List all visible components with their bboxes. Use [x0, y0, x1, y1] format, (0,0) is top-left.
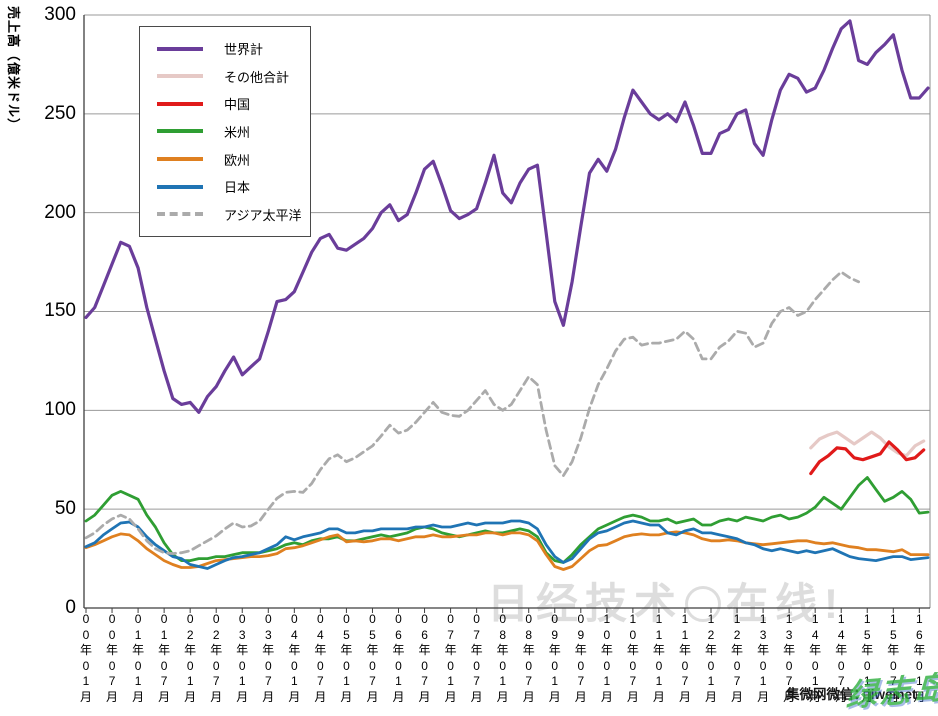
- y-tick-label-200: 200: [44, 201, 76, 223]
- watermark-brand: 日经技术 在线!: [487, 570, 845, 631]
- watermark-brand-left: 日经技术: [487, 580, 684, 627]
- series-line-japan: [84, 519, 930, 570]
- legend-label-china: 中国: [224, 97, 251, 113]
- series-line-china: [809, 440, 926, 476]
- legend-item-asia-pacific: アジア太平洋: [157, 205, 302, 224]
- watermark-brand-circle-icon: [685, 585, 722, 622]
- watermark-green-stamp: 绿志岛: [845, 669, 938, 714]
- y-tick-label-250: 250: [44, 102, 76, 124]
- legend-item-americas: 米州: [157, 122, 302, 141]
- y-tick-label-100: 100: [44, 399, 76, 421]
- watermark-wechat-text: 集微网微信：jiweinet: [786, 687, 917, 702]
- legend-item-others-total: その他合計: [157, 67, 302, 86]
- legend-item-europe: 欧州: [157, 150, 302, 169]
- legend-label-japan: 日本: [224, 180, 251, 196]
- series-line-world-total: [84, 19, 930, 414]
- y-tick-label-50: 50: [54, 498, 76, 520]
- legend-swatch-others-total: [157, 74, 203, 79]
- legend-box: 世界計その他合計中国米州欧州日本アジア太平洋: [139, 26, 311, 237]
- legend-label-asia-pacific: アジア太平洋: [224, 207, 302, 223]
- legend-item-world-total: 世界計: [157, 39, 302, 58]
- legend-swatch-china: [157, 101, 203, 106]
- legend-item-china: 中国: [157, 94, 302, 113]
- legend-item-japan: 日本: [157, 177, 302, 196]
- y-tick-label-300: 300: [44, 3, 76, 25]
- legend-swatch-world-total: [157, 46, 203, 51]
- legend-label-world-total: 世界計: [224, 42, 264, 57]
- y-axis-title: 売上高（億米ドル）: [6, 6, 21, 133]
- y-tick-label-150: 150: [44, 300, 76, 322]
- series-line-americas: [84, 476, 930, 564]
- legend-swatch-japan: [157, 184, 203, 189]
- y-tick-label-0: 0: [65, 597, 76, 618]
- watermark-brand-right: 在线!: [726, 580, 846, 627]
- legend-swatch-americas: [157, 129, 203, 134]
- legend-swatch-europe: [157, 157, 203, 162]
- legend-label-americas: 米州: [224, 124, 251, 140]
- series-line-asia-pacific: [84, 270, 860, 555]
- legend-swatch-asia-pacific: [157, 212, 203, 217]
- legend-label-others-total: その他合計: [224, 69, 290, 85]
- series-line-others-total: [809, 430, 926, 458]
- legend-label-europe: 欧州: [224, 152, 251, 168]
